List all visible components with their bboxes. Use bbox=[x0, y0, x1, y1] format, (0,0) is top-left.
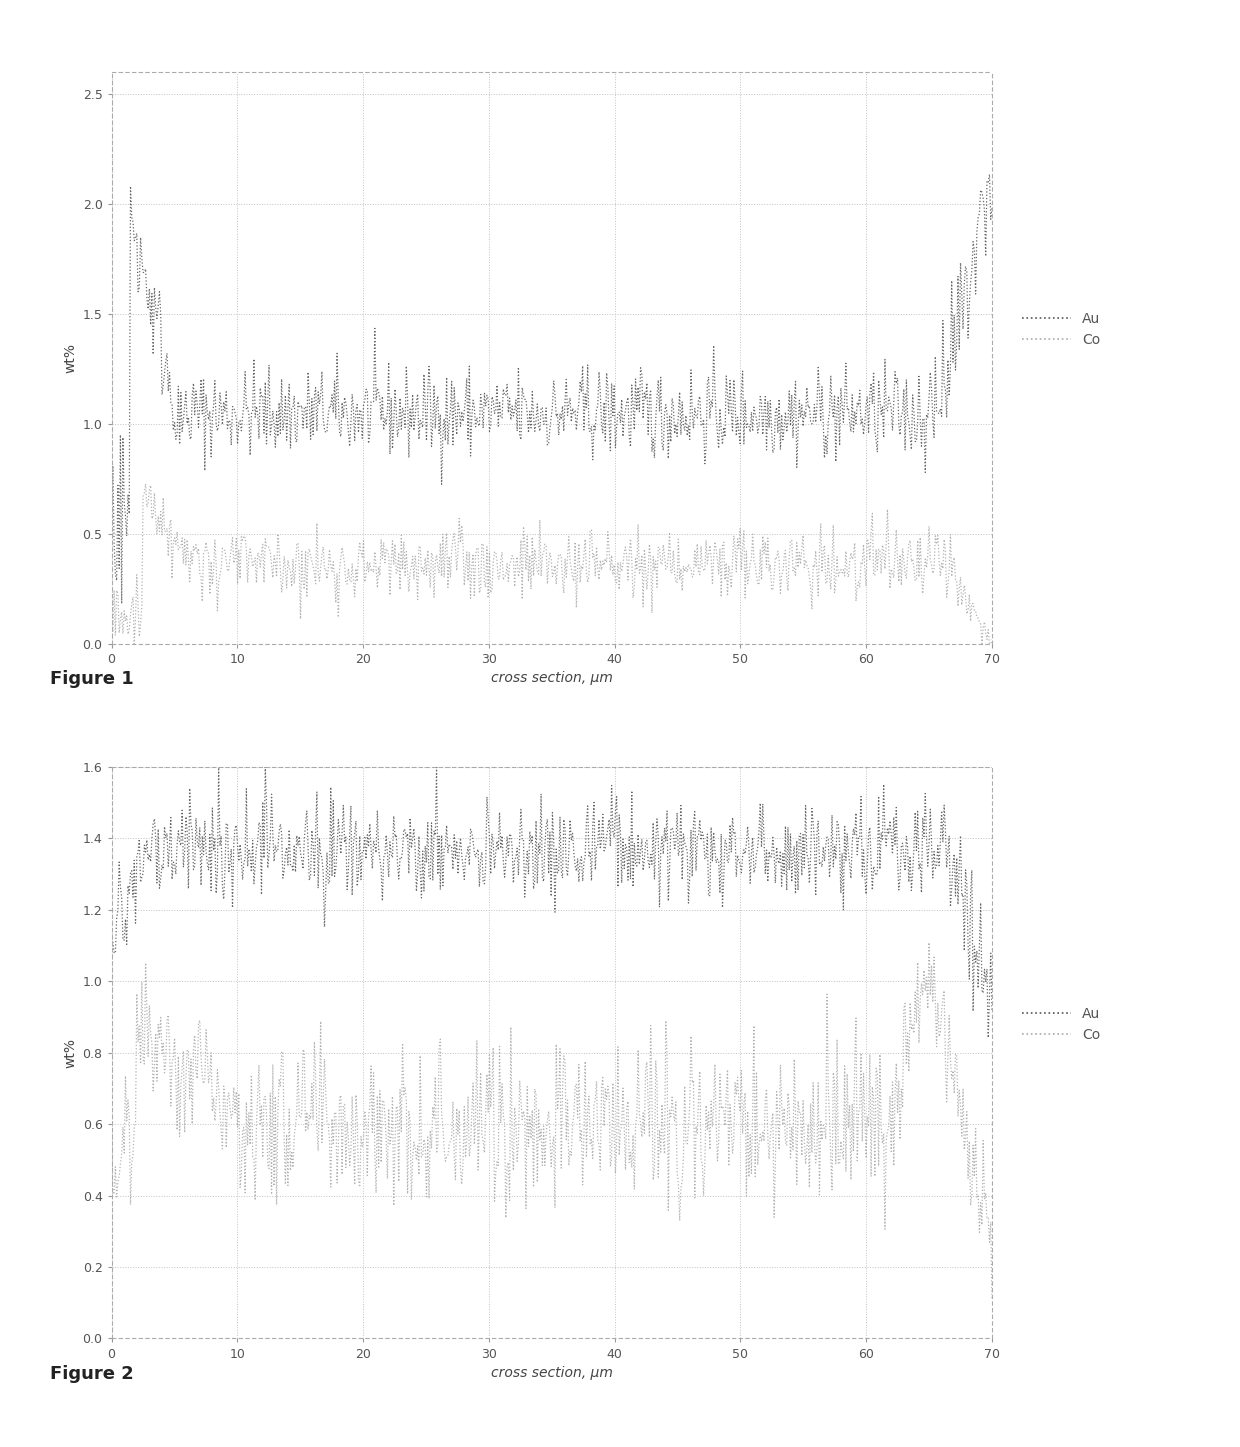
Legend: Au, Co: Au, Co bbox=[1017, 1001, 1106, 1048]
X-axis label: cross section, μm: cross section, μm bbox=[491, 671, 613, 686]
Y-axis label: wt%: wt% bbox=[63, 1037, 77, 1068]
X-axis label: cross section, μm: cross section, μm bbox=[491, 1366, 613, 1380]
Legend: Au, Co: Au, Co bbox=[1017, 307, 1106, 353]
Text: Figure 1: Figure 1 bbox=[50, 670, 134, 687]
Text: Figure 2: Figure 2 bbox=[50, 1365, 134, 1382]
Y-axis label: wt%: wt% bbox=[63, 343, 77, 373]
